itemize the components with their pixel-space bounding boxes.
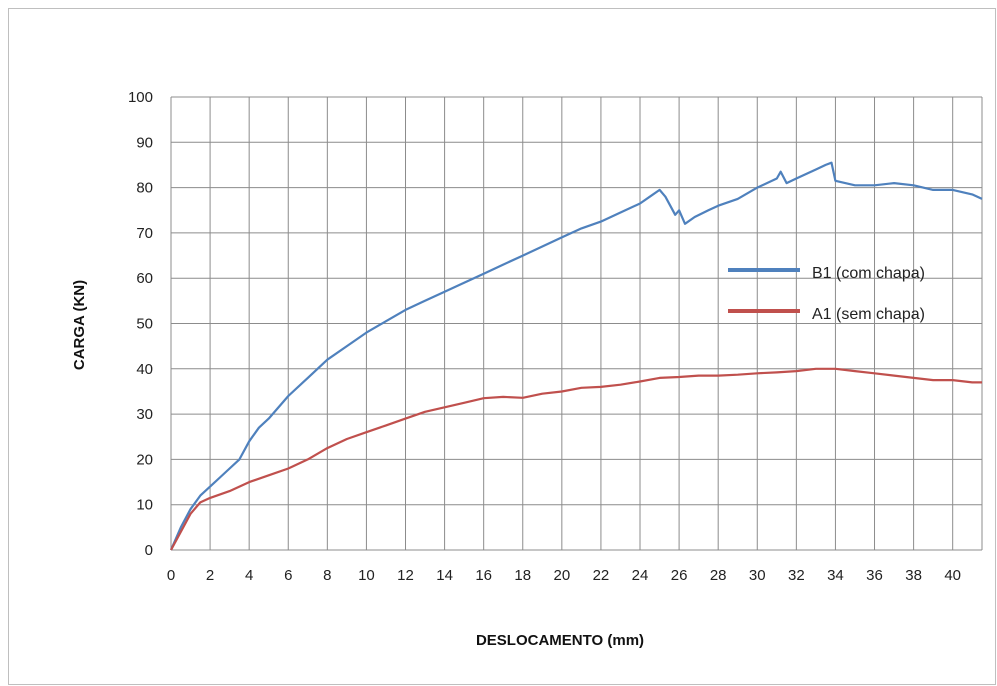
- y-tick-label: 60: [136, 270, 153, 287]
- y-tick-label: 100: [128, 89, 153, 106]
- x-tick-label: 18: [514, 567, 531, 584]
- y-tick-label: 40: [136, 361, 153, 378]
- x-tick-label: 14: [436, 567, 453, 584]
- x-tick-label: 16: [475, 567, 492, 584]
- legend-label-2: A1 (sem chapa): [812, 306, 925, 323]
- legend: B1 (com chapa) A1 (sem chapa): [728, 265, 925, 323]
- y-tick-label: 90: [136, 134, 153, 151]
- x-tick-label: 6: [284, 567, 292, 584]
- x-tick-label: 30: [749, 567, 766, 584]
- y-tick-label: 70: [136, 225, 153, 242]
- y-tick-label: 80: [136, 180, 153, 197]
- chart-frame: [8, 8, 996, 685]
- x-tick-label: 0: [167, 567, 175, 584]
- legend-label-1: B1 (com chapa): [812, 265, 925, 282]
- x-tick-label: 32: [788, 567, 805, 584]
- x-tick-label: 2: [206, 567, 214, 584]
- y-tick-label: 50: [136, 316, 153, 333]
- x-tick-label: 26: [671, 567, 688, 584]
- x-tick-label: 8: [323, 567, 331, 584]
- x-tick-label: 38: [905, 567, 922, 584]
- y-tick-label: 0: [145, 542, 153, 559]
- grid-lines: [170, 96, 983, 551]
- y-tick-label: 10: [136, 497, 153, 514]
- x-tick-label: 10: [358, 567, 375, 584]
- y-tick-label: 20: [136, 451, 153, 468]
- data-series: [169, 161, 983, 551]
- y-axis-title: CARGA (KN): [71, 280, 88, 370]
- x-tick-label: 4: [245, 567, 253, 584]
- x-tick-label: 28: [710, 567, 727, 584]
- x-tick-label: 12: [397, 567, 414, 584]
- y-tick-label: 30: [136, 406, 153, 423]
- x-tick-label: 22: [593, 567, 610, 584]
- x-axis-title: DESLOCAMENTO (mm): [476, 632, 644, 649]
- series-line-1: [169, 161, 983, 551]
- x-tick-label: 36: [866, 567, 883, 584]
- x-tick-label: 24: [632, 567, 649, 584]
- x-tick-label: 40: [944, 567, 961, 584]
- x-tick-label: 34: [827, 567, 844, 584]
- series-line-2: [170, 367, 982, 551]
- x-tick-label: 20: [553, 567, 570, 584]
